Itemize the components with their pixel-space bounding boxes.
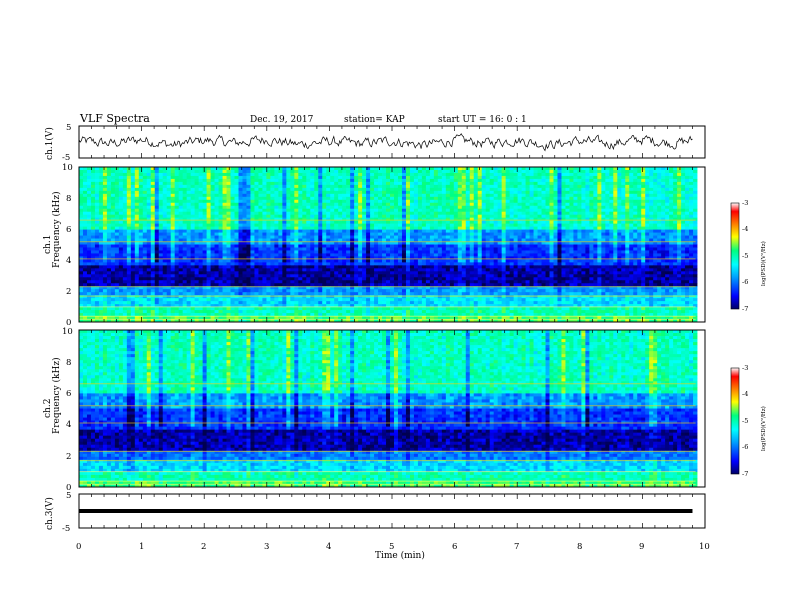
- ch1-ytick-4: 4: [66, 256, 71, 266]
- figure-title: VLF Spectra: [79, 112, 150, 125]
- xtick-label-2: 2: [201, 542, 206, 552]
- ch1-colorbar-label: log(PSD)(V²/Hz): [760, 241, 767, 286]
- ch2-colorbar-tick-m4: -4: [742, 390, 748, 398]
- ch2-ytick-6: 6: [66, 389, 71, 399]
- ch1-ytick-2: 2: [66, 287, 71, 297]
- ch1-colorbar-tick-m7: -7: [742, 305, 748, 313]
- date-label: Dec. 19, 2017: [250, 115, 314, 125]
- xtick-label-3: 3: [264, 542, 269, 552]
- station-label: station= KAP: [344, 115, 405, 125]
- ch1-frequency-ylabel: Frequency (kHz): [51, 191, 62, 268]
- ch2-colorbar: [730, 367, 740, 475]
- xtick-label-7: 7: [514, 542, 519, 552]
- ch1-ytick-top: 5: [66, 123, 71, 133]
- ch1-waveform-line: [78, 133, 693, 152]
- ch1-colorbar-tick-m4: -4: [742, 225, 748, 233]
- ch1-colorbar-tick-m6: -6: [742, 278, 748, 286]
- ch2-colorbar-label: log(PSD)(V²/Hz): [760, 406, 767, 451]
- ch1-ytick-10: 10: [62, 163, 73, 173]
- ch1-colorbar: [730, 202, 740, 310]
- xtick-label-10: 10: [699, 542, 710, 552]
- ch2-ytick-10: 10: [62, 327, 73, 337]
- ch1-colorbar-tick-m3: -3: [742, 199, 748, 207]
- ch3-panel: 5 -5 ch.3(V): [44, 491, 706, 534]
- ch2-colorbar-tick-m3: -3: [742, 364, 748, 372]
- ch1-ytick-8: 8: [66, 194, 71, 204]
- ch2-spectrogram-panel: 0 2 4 6 8 10 ch.2 Frequency (kHz) -3 -4 …: [43, 327, 767, 493]
- ch2-spectrogram-area: [79, 330, 698, 487]
- ch1-ytick-6: 6: [66, 225, 71, 235]
- xtick-label-0: 0: [76, 542, 81, 552]
- time-axis-labels: 0 1 2 3 4 5 6 7 8 9 10: [76, 542, 710, 552]
- ch2-ytick-0: 0: [66, 483, 71, 493]
- ch2-ytick-4: 4: [66, 420, 71, 430]
- ch3-ylabel: ch.3(V): [44, 497, 55, 530]
- ch2-colorbar-tick-m6: -6: [742, 443, 748, 451]
- start-time-label: start UT = 16: 0 : 1: [438, 115, 527, 125]
- ch1-spectrogram-area: [79, 167, 698, 322]
- time-axis-title: Time (min): [375, 550, 425, 561]
- xtick-label-5: 5: [389, 542, 394, 552]
- time-axis-ticks: [78, 126, 706, 528]
- ch3-ytick-top: 5: [66, 491, 71, 501]
- xtick-label-9: 9: [639, 542, 644, 552]
- ch1-waveform-ylabel: ch.1(V): [44, 127, 55, 160]
- ch1-channel-label: ch.1: [43, 235, 53, 254]
- ch3-ytick-bottom: -5: [62, 524, 70, 534]
- xtick-label-1: 1: [139, 542, 144, 552]
- ch1-waveform-panel: 5 -5 ch.1(V): [44, 123, 706, 163]
- xtick-label-6: 6: [452, 542, 457, 552]
- ch2-frequency-ylabel: Frequency (kHz): [51, 357, 62, 434]
- ch1-colorbar-tick-m5: -5: [742, 252, 748, 260]
- xtick-label-4: 4: [326, 542, 331, 552]
- ch2-colorbar-tick-m5: -5: [742, 417, 748, 425]
- ch2-ytick-2: 2: [66, 452, 71, 462]
- ch1-ytick-bottom: -5: [62, 153, 70, 163]
- ch1-spectrogram-panel: 0 2 4 6 8 10 ch.1 Frequency (kHz) -3 -4 …: [43, 163, 767, 328]
- ch2-channel-label: ch.2: [43, 399, 53, 418]
- ch1-ytick-0: 0: [66, 318, 71, 328]
- ch2-ytick-8: 8: [66, 358, 71, 368]
- ch2-colorbar-tick-m7: -7: [742, 470, 748, 478]
- xtick-label-8: 8: [577, 542, 582, 552]
